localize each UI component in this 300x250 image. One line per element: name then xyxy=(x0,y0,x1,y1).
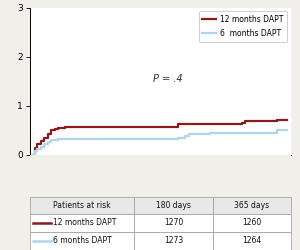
Text: 1264: 1264 xyxy=(242,236,262,246)
Bar xyxy=(30,214,134,232)
Text: 12 months DAPT: 12 months DAPT xyxy=(53,218,117,228)
Bar xyxy=(134,197,213,214)
Text: 365 days: 365 days xyxy=(234,201,269,210)
Bar xyxy=(134,232,213,250)
Text: P = .4: P = .4 xyxy=(153,74,183,84)
Bar xyxy=(213,232,291,250)
Bar xyxy=(30,197,134,214)
Text: 1273: 1273 xyxy=(164,236,183,246)
Bar xyxy=(134,214,213,232)
Text: 6 months DAPT: 6 months DAPT xyxy=(53,236,112,246)
Text: Patients at risk: Patients at risk xyxy=(53,201,111,210)
Text: 1260: 1260 xyxy=(242,218,262,228)
Text: 180 days: 180 days xyxy=(156,201,191,210)
Bar xyxy=(213,197,291,214)
Bar xyxy=(213,214,291,232)
Legend: 12 months DAPT, 6  months DAPT: 12 months DAPT, 6 months DAPT xyxy=(199,11,287,42)
Text: 1270: 1270 xyxy=(164,218,183,228)
Bar xyxy=(30,232,134,250)
